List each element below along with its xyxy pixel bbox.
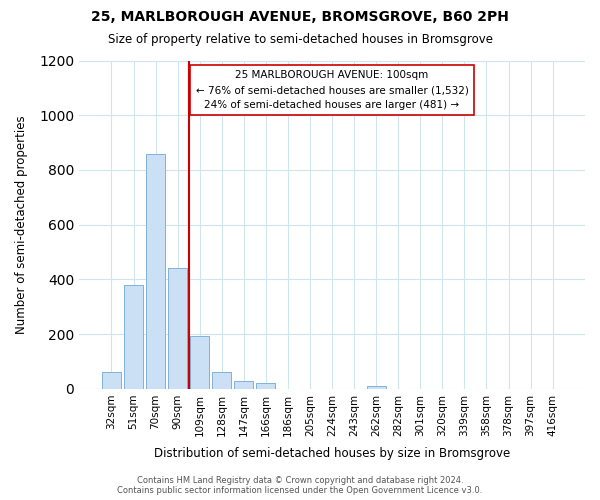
Bar [124, 285, 143, 389]
Y-axis label: Number of semi-detached properties: Number of semi-detached properties [15, 116, 28, 334]
Bar [367, 386, 386, 389]
Bar [102, 372, 121, 389]
Text: 25 MARLBOROUGH AVENUE: 100sqm
← 76% of semi-detached houses are smaller (1,532)
: 25 MARLBOROUGH AVENUE: 100sqm ← 76% of s… [196, 70, 469, 110]
X-axis label: Distribution of semi-detached houses by size in Bromsgrove: Distribution of semi-detached houses by … [154, 447, 510, 460]
Bar [212, 372, 231, 389]
Text: Size of property relative to semi-detached houses in Bromsgrove: Size of property relative to semi-detach… [107, 32, 493, 46]
Bar [235, 381, 253, 389]
Bar [256, 384, 275, 389]
Text: 25, MARLBOROUGH AVENUE, BROMSGROVE, B60 2PH: 25, MARLBOROUGH AVENUE, BROMSGROVE, B60 … [91, 10, 509, 24]
Bar [168, 268, 187, 389]
Text: Contains HM Land Registry data © Crown copyright and database right 2024.
Contai: Contains HM Land Registry data © Crown c… [118, 476, 482, 495]
Bar [190, 336, 209, 389]
Bar [146, 154, 165, 389]
